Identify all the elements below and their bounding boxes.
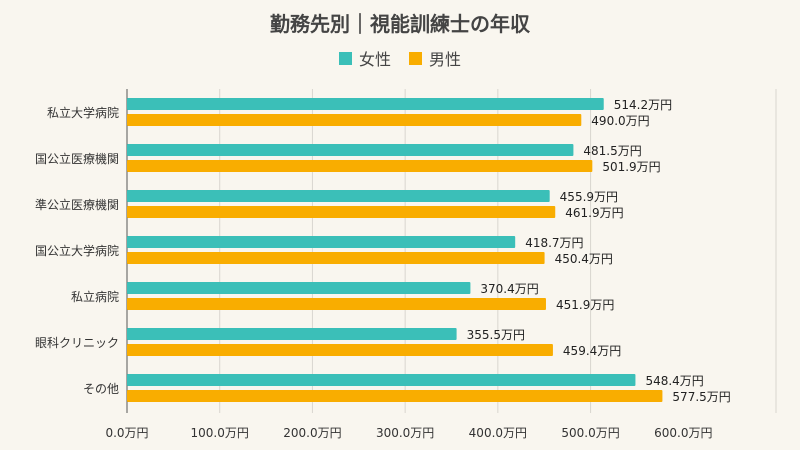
data-label-male: 490.0万円: [591, 114, 649, 128]
legend-label-male: 男性: [429, 50, 462, 69]
data-label-male: 501.9万円: [602, 160, 660, 174]
category-label: 国公立大学病院: [35, 243, 119, 258]
data-label-male: 461.9万円: [565, 206, 623, 220]
data-label-male: 451.9万円: [556, 298, 614, 312]
bar-male: [127, 298, 546, 310]
data-label-female: 418.7万円: [525, 236, 583, 250]
chart-title: 勤務先別｜視能訓練士の年収: [270, 12, 530, 36]
legend-item-female[interactable]: 女性: [338, 46, 391, 70]
legend-item-male[interactable]: 男性: [409, 46, 461, 70]
bar-male: [127, 206, 556, 218]
bar-female: [127, 282, 471, 294]
x-tick-label: 200.0万円: [283, 426, 341, 440]
data-label-female: 455.9万円: [560, 190, 618, 204]
bar-male: [127, 160, 593, 172]
category-label: 眼科クリニック: [35, 336, 119, 350]
data-label-male: 459.4万円: [563, 344, 621, 358]
data-label-female: 481.5万円: [583, 144, 641, 158]
x-tick-label: 400.0万円: [469, 426, 527, 440]
data-label-male: 450.4万円: [555, 252, 613, 266]
legend: 女性 男性: [0, 46, 800, 70]
data-label-male: 577.5万円: [672, 390, 730, 404]
bar-female: [127, 328, 457, 340]
bar-male: [127, 252, 545, 264]
bar-female: [127, 374, 636, 386]
category-label: 国公立医療機関: [35, 151, 119, 166]
x-tick-label: 600.0万円: [654, 426, 712, 440]
x-tick-label: 100.0万円: [191, 426, 249, 440]
legend-swatch-female: [338, 51, 352, 65]
bar-female: [127, 98, 604, 110]
category-label: その他: [83, 382, 119, 396]
data-label-female: 548.4万円: [645, 374, 703, 388]
category-label: 私立病院: [71, 289, 119, 304]
bar-female: [127, 190, 550, 202]
bar-male: [127, 114, 582, 126]
data-label-female: 514.2万円: [614, 98, 672, 112]
x-tick-label: 0.0万円: [105, 426, 148, 440]
x-tick-label: 300.0万円: [376, 426, 434, 440]
data-label-female: 355.5万円: [467, 328, 525, 342]
data-label-female: 370.4万円: [480, 282, 538, 296]
legend-swatch-male: [409, 51, 422, 65]
legend-label-female: 女性: [358, 50, 391, 69]
bar-male: [127, 390, 663, 402]
category-label: 準公立医療機関: [35, 197, 119, 212]
bar-female: [127, 236, 516, 248]
category-label: 私立大学病院: [47, 105, 119, 120]
bar-female: [127, 144, 574, 156]
x-tick-label: 500.0万円: [561, 426, 619, 440]
bar-male: [127, 344, 553, 356]
